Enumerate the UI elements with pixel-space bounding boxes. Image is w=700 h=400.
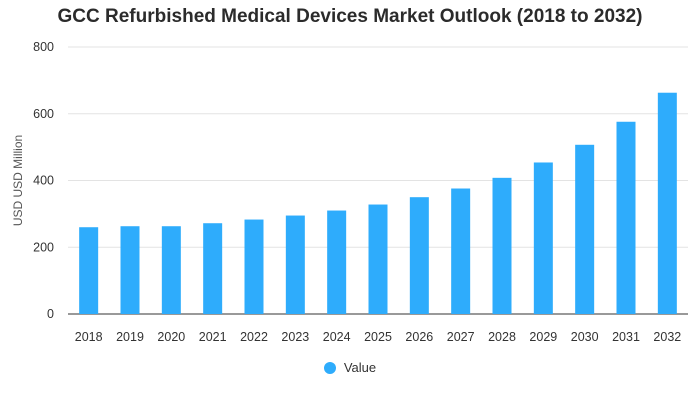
y-axis-ticks: 0 200 400 600 800: [33, 40, 54, 321]
legend-label: Value: [343, 360, 377, 375]
y-tick-label: 200: [33, 240, 54, 254]
bar-2021[interactable]: [203, 223, 223, 314]
x-tick-label: 2021: [199, 330, 227, 344]
x-tick-label: 2023: [281, 330, 309, 344]
x-tick-label: 2027: [447, 330, 475, 344]
y-tick-label: 400: [33, 174, 54, 188]
chart-title: GCC Refurbished Medical Devices Market O…: [57, 6, 643, 27]
legend-swatch: [323, 361, 336, 374]
x-axis-ticks: 2018 2019 2020 2021 2022 2023 2024 2025 2026 2027…: [75, 330, 682, 344]
x-tick-label: 2029: [529, 330, 557, 344]
bar-2026[interactable]: [409, 197, 429, 314]
bar-2019[interactable]: [120, 226, 140, 314]
x-tick-label: 2028: [488, 330, 516, 344]
bars: [79, 92, 677, 314]
legend: Value: [0, 360, 700, 375]
bar-2023[interactable]: [285, 215, 305, 314]
bar-2018[interactable]: [79, 227, 99, 314]
x-tick-label: 2026: [405, 330, 433, 344]
bar-2027[interactable]: [451, 188, 471, 314]
y-tick-label: 0: [47, 307, 54, 321]
x-tick-label: 2030: [571, 330, 599, 344]
x-tick-label: 2032: [653, 330, 681, 344]
y-tick-label: 600: [33, 107, 54, 121]
bar-2029[interactable]: [533, 162, 553, 314]
bar-2022[interactable]: [244, 219, 264, 314]
x-tick-label: 2020: [157, 330, 185, 344]
x-tick-label: 2025: [364, 330, 392, 344]
x-tick-label: 2019: [116, 330, 144, 344]
x-tick-label: 2031: [612, 330, 640, 344]
bar-2030[interactable]: [575, 144, 595, 314]
bar-2031[interactable]: [616, 121, 636, 314]
bar-2024[interactable]: [327, 210, 347, 314]
x-tick-label: 2022: [240, 330, 268, 344]
x-tick-label: 2024: [323, 330, 351, 344]
bar-2020[interactable]: [161, 226, 181, 314]
bar-2032[interactable]: [657, 92, 677, 314]
x-tick-label: 2018: [75, 330, 103, 344]
bar-2025[interactable]: [368, 204, 388, 314]
y-axis-label: USD USD Million: [11, 135, 25, 226]
y-tick-label: 800: [33, 40, 54, 54]
bar-2028[interactable]: [492, 177, 512, 314]
